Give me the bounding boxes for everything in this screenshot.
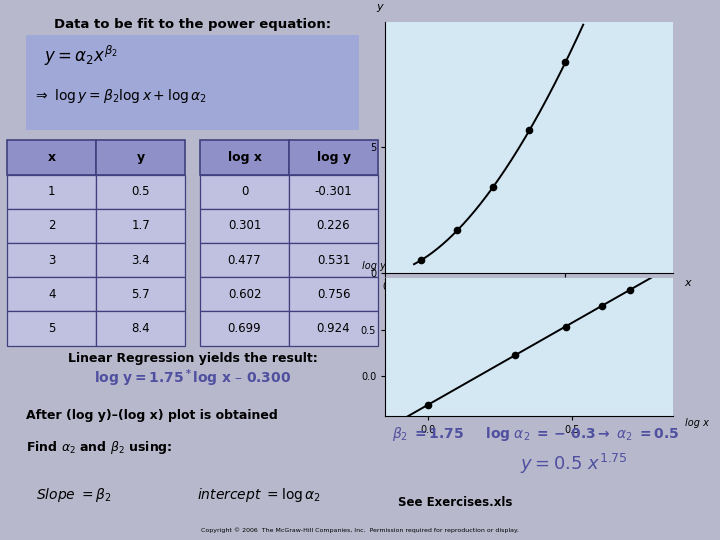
Text: 0: 0 <box>240 185 248 198</box>
Text: 3.4: 3.4 <box>131 254 150 267</box>
Bar <box>7 140 96 174</box>
Text: $y = \alpha_2 x^{\beta_2}$: $y = \alpha_2 x^{\beta_2}$ <box>45 44 118 69</box>
Bar <box>7 277 96 312</box>
Bar <box>96 209 185 243</box>
Bar <box>7 243 96 277</box>
Text: Data to be fit to the power equation:: Data to be fit to the power equation: <box>54 18 331 31</box>
Text: y: y <box>137 151 145 164</box>
Text: $y = 0.5\ x^{1.75}$: $y = 0.5\ x^{1.75}$ <box>520 451 627 476</box>
Bar <box>289 312 378 346</box>
Text: Copyright © 2006  The McGraw-Hill Companies, Inc.  Permission required for repro: Copyright © 2006 The McGraw-Hill Compani… <box>201 527 519 532</box>
FancyBboxPatch shape <box>26 35 359 130</box>
Text: 0.756: 0.756 <box>317 288 350 301</box>
Text: log y: log y <box>361 261 386 271</box>
Text: After (log y)–(log x) plot is obtained: After (log y)–(log x) plot is obtained <box>26 409 277 422</box>
Bar <box>96 243 185 277</box>
Bar <box>96 312 185 346</box>
Text: $\mathbf{log\ y = 1.75^*log\ x\ –\ 0.300}$: $\mathbf{log\ y = 1.75^*log\ x\ –\ 0.300… <box>94 368 292 389</box>
Bar <box>200 209 289 243</box>
Text: 3: 3 <box>48 254 55 267</box>
Text: 0.699: 0.699 <box>228 322 261 335</box>
Text: Linear Regression yields the result:: Linear Regression yields the result: <box>68 353 318 366</box>
Bar <box>96 277 185 312</box>
Text: 0.226: 0.226 <box>317 219 351 232</box>
Text: 0.301: 0.301 <box>228 219 261 232</box>
Bar <box>200 174 289 209</box>
Text: Slope $= \beta_2$: Slope $= \beta_2$ <box>36 487 112 504</box>
Bar <box>200 312 289 346</box>
Text: 0.602: 0.602 <box>228 288 261 301</box>
Text: 5.7: 5.7 <box>131 288 150 301</box>
Text: See Exercises.xls: See Exercises.xls <box>398 496 513 509</box>
Text: 1: 1 <box>48 185 55 198</box>
Text: Find $\alpha_2$ and $\beta_2$ using:: Find $\alpha_2$ and $\beta_2$ using: <box>26 439 172 456</box>
Bar <box>289 174 378 209</box>
Text: $\boldsymbol{\beta_2}\ \mathbf{= 1.75}$     $\mathbf{log}\ \boldsymbol{\alpha_2}: $\boldsymbol{\beta_2}\ \mathbf{= 1.75}$ … <box>392 424 679 443</box>
Text: 5: 5 <box>48 322 55 335</box>
Text: 0.924: 0.924 <box>317 322 351 335</box>
Bar <box>7 312 96 346</box>
Bar <box>96 174 185 209</box>
Text: x: x <box>685 278 691 288</box>
Bar <box>289 140 378 174</box>
Bar <box>200 243 289 277</box>
Text: 2: 2 <box>48 219 55 232</box>
Bar <box>7 209 96 243</box>
Text: 8.4: 8.4 <box>131 322 150 335</box>
Bar <box>7 174 96 209</box>
Text: 1.7: 1.7 <box>131 219 150 232</box>
Text: 0.477: 0.477 <box>228 254 261 267</box>
Text: log x: log x <box>685 417 708 428</box>
Bar <box>96 140 185 174</box>
Bar <box>200 140 289 174</box>
Text: x: x <box>48 151 55 164</box>
Bar <box>289 209 378 243</box>
Bar <box>200 277 289 312</box>
Text: 0.5: 0.5 <box>132 185 150 198</box>
Text: $\Rightarrow\ \log y = \beta_2 \log x + \log \alpha_2$: $\Rightarrow\ \log y = \beta_2 \log x + … <box>33 87 207 105</box>
Text: 4: 4 <box>48 288 55 301</box>
Text: -0.301: -0.301 <box>315 185 352 198</box>
Text: 0.531: 0.531 <box>317 254 350 267</box>
Bar <box>289 243 378 277</box>
Text: y: y <box>376 2 383 11</box>
Text: log x: log x <box>228 151 261 164</box>
Bar <box>289 277 378 312</box>
Text: intercept $= \log \alpha_2$: intercept $= \log \alpha_2$ <box>197 487 321 504</box>
Text: log y: log y <box>317 151 351 164</box>
